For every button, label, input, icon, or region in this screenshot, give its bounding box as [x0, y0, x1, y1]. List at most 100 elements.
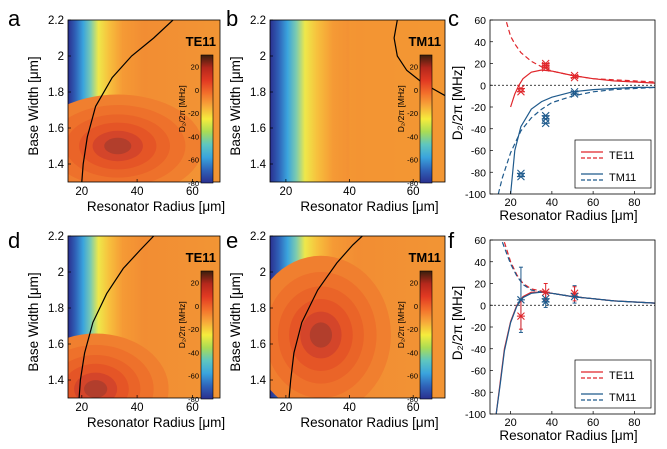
colorbar-tick-label: -60 [188, 156, 199, 165]
colorbar-tick-label: 0 [414, 86, 418, 95]
x-tick-label: 20 [505, 417, 517, 429]
y-tick-label: -60 [471, 146, 486, 158]
y-tick-label: 2 [58, 51, 64, 63]
panel-letter-b: b [226, 6, 238, 31]
colorbar-tick-label: 20 [410, 63, 418, 72]
y-tick-label: 0 [480, 80, 486, 92]
y-tick-label: 60 [474, 15, 486, 27]
colorbar-tick-label: -40 [188, 348, 199, 357]
y-tick-label: -80 [471, 387, 486, 399]
x-tick-label: 40 [131, 402, 144, 414]
axes-frame [67, 235, 221, 399]
zero-contour-line [78, 236, 155, 398]
x-tick-label: 60 [186, 402, 199, 414]
panel-a: a 20 40 60 1.4 1.6 1.8 2 2.2 Resonator Radius [μm… [8, 6, 225, 214]
x-tick-label: 80 [628, 417, 640, 429]
y-tick-label: 2.2 [48, 15, 64, 27]
y-tick-label: 1.8 [48, 303, 64, 315]
x-tick-label: 60 [186, 186, 199, 198]
colorbar-tick-label: -20 [188, 325, 199, 334]
x-tick-label: 60 [587, 417, 599, 429]
heatmap-band [309, 322, 333, 348]
x-tick-label: 60 [407, 402, 420, 414]
x-axis-label: Resonator Radius [μm] [499, 428, 637, 443]
data-point-tm11 [516, 295, 525, 304]
colorbar-tick-label: -20 [407, 325, 418, 334]
y-tick-label: 2 [58, 267, 64, 279]
y-tick-label: 1.4 [48, 159, 65, 171]
y-tick-label: 1.8 [48, 87, 64, 99]
colorbar-tick-label: -20 [188, 109, 199, 118]
data-point-te11 [541, 63, 550, 72]
colorbar-tick-label: -60 [407, 156, 418, 165]
x-tick-label: 20 [505, 197, 517, 209]
colorbar-tick-label: -80 [188, 179, 199, 188]
colorbar-tick-label: 20 [410, 279, 418, 288]
panel-letter-f: f [448, 228, 455, 253]
x-axis-label: Resonator Radius [μm] [300, 199, 438, 214]
colorbar-tick-label: 0 [414, 302, 418, 311]
y-axis-label: Base Width [μm] [26, 272, 41, 371]
axes-frame [269, 235, 446, 399]
colorbar: 20 0 -20 -40 -60 -80 D₂/2π [MHz] [177, 54, 214, 188]
series-line-tm11-solid [510, 86, 655, 194]
axes-frame [67, 19, 221, 183]
y-tick-label: -20 [471, 102, 486, 114]
plot-body-c [490, 22, 655, 194]
mode-label: TE11 [186, 250, 216, 265]
y-tick-label: 60 [474, 235, 486, 247]
colorbar-tick-label: 0 [195, 302, 199, 311]
y-tick-label: 1.8 [250, 303, 266, 315]
y-tick-label: 20 [474, 279, 486, 291]
mode-label: TM11 [408, 34, 441, 49]
colorbar-tick-label: -60 [407, 372, 418, 381]
panel-letter-d: d [8, 228, 20, 253]
x-axis-label: Resonator Radius [μm] [87, 199, 225, 214]
mode-label: TM11 [408, 250, 441, 265]
colorbar-tick-label: -40 [407, 348, 418, 357]
legend-label-te11: TE11 [609, 370, 634, 382]
panel-b: b 20 40 60 1.4 1.6 1.8 2 2.2 Resonator Radius [μm… [226, 6, 446, 214]
data-point-tm11 [570, 292, 579, 301]
colorbar: 20 0 -20 -40 -60 -80 D₂/2π [MHz] [396, 270, 433, 404]
y-tick-label: 1.6 [250, 123, 266, 135]
y-tick-label: -40 [471, 344, 486, 356]
colorbar: 20 0 -20 -40 -60 -80 D₂/2π [MHz] [177, 270, 214, 404]
x-tick-label: 60 [407, 186, 420, 198]
axes-frame [269, 19, 446, 183]
zero-contour-line [288, 236, 363, 398]
legend: TE11 TM11 [574, 359, 652, 409]
series-line-tm11-dashed [497, 86, 655, 194]
panel-e: e 20 40 60 1.4 1.6 1.8 2 2.2 Resonator Radius [μm… [226, 228, 446, 430]
x-axis-label: Resonator Radius [μm] [300, 415, 438, 430]
data-point-tm11 [516, 172, 525, 181]
x-tick-label: 20 [280, 402, 293, 414]
heatmap-field-a [68, 20, 220, 182]
x-tick-label: 60 [587, 197, 599, 209]
y-tick-label: 1.6 [250, 339, 266, 351]
colorbar-tick-label: 20 [191, 279, 199, 288]
y-tick-label: 40 [474, 257, 486, 269]
colorbar-scale [419, 54, 433, 184]
y-axis-label: Base Width [μm] [228, 272, 243, 371]
y-tick-label: -100 [465, 189, 486, 201]
y-tick-label: -20 [471, 322, 486, 334]
y-tick-label: 20 [474, 59, 486, 71]
data-point-tm11 [541, 294, 550, 303]
series-line-te11-solid [510, 69, 655, 108]
heatmap-field-d [68, 236, 220, 398]
data-point-te11 [516, 312, 525, 321]
colorbar-tick-label: -80 [407, 179, 418, 188]
y-tick-label: 1.6 [48, 123, 64, 135]
data-point-te11 [516, 87, 525, 96]
x-axis-label: Resonator Radius [μm] [87, 415, 225, 430]
heatmap-field-e [270, 236, 445, 398]
mode-label: TE11 [186, 34, 216, 49]
legend: TE11 TM11 [574, 139, 652, 189]
x-tick-label: 40 [343, 402, 356, 414]
colorbar-label: D₂/2π [MHz] [396, 301, 406, 348]
y-tick-label: 2.2 [250, 231, 266, 243]
y-axis-label: Base Width [μm] [228, 56, 243, 155]
colorbar-label: D₂/2π [MHz] [396, 85, 406, 132]
